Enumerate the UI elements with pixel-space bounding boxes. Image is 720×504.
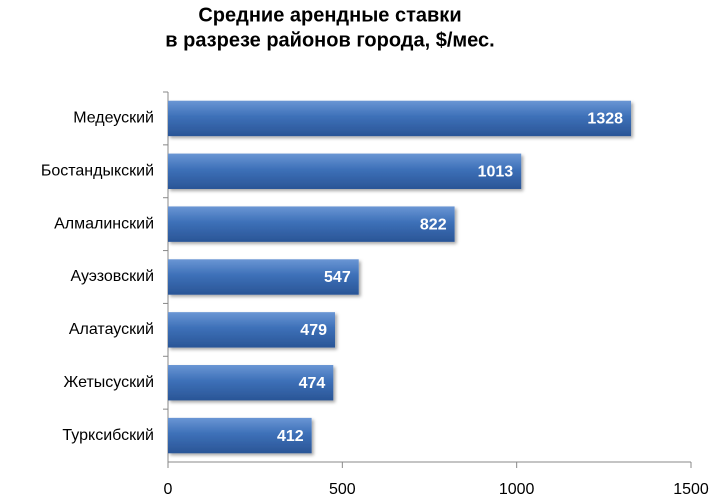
bar xyxy=(168,417,312,454)
value-label: 479 xyxy=(300,322,327,339)
y-tick-label: Алатауский xyxy=(69,321,154,338)
x-tick-label: 500 xyxy=(329,481,356,498)
bar xyxy=(168,153,522,189)
bar xyxy=(168,365,334,401)
y-tick-label: Жетысуский xyxy=(64,374,154,391)
value-label: 474 xyxy=(299,375,326,392)
chart-title: в разрезе районов города, $/мес. xyxy=(165,29,494,51)
y-tick-label: Медеуский xyxy=(73,110,154,127)
y-tick-label: Алмалинский xyxy=(54,215,154,232)
x-tick-label: 1500 xyxy=(673,481,709,498)
bar xyxy=(168,312,336,348)
value-label: 822 xyxy=(420,216,447,233)
bar xyxy=(168,100,632,137)
value-label: 547 xyxy=(324,269,351,286)
y-tick-label: Турксибский xyxy=(62,427,154,444)
value-label: 1013 xyxy=(478,164,514,181)
x-tick-label: 0 xyxy=(164,481,173,498)
chart-title: Средние арендные ставки xyxy=(198,4,461,26)
bar xyxy=(168,206,455,242)
value-label: 412 xyxy=(277,428,304,445)
x-tick-label: 1000 xyxy=(499,481,535,498)
value-label: 1328 xyxy=(587,111,623,128)
bar xyxy=(168,259,359,295)
y-tick-label: Ауэзовский xyxy=(70,268,154,285)
y-tick-label: Бостандыкский xyxy=(41,163,154,180)
